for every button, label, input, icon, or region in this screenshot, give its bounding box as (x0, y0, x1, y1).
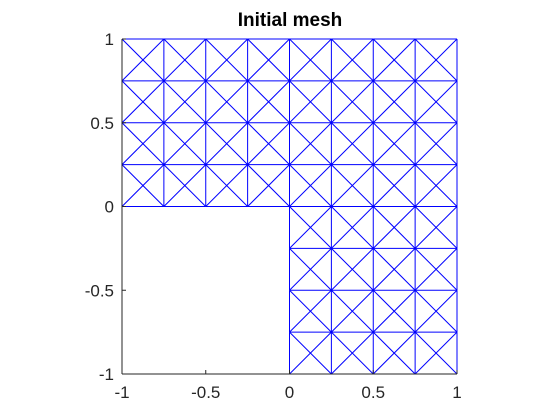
mesh-diagonal (372, 38, 416, 82)
mesh-diagonal (289, 122, 332, 165)
mesh-diagonal (163, 122, 207, 165)
y-tick-label: 0.5 (90, 114, 114, 133)
mesh-diagonal (331, 331, 374, 375)
mesh-diagonal (163, 80, 207, 124)
mesh (121, 38, 458, 375)
mesh-diagonal (289, 164, 332, 207)
mesh-diagonal (414, 248, 458, 291)
mesh-diagonal (331, 206, 374, 249)
y-tick-label: 0 (105, 198, 114, 217)
x-tick-label: -1 (114, 383, 129, 402)
mesh-diagonal (414, 38, 458, 82)
mesh-diagonal (247, 122, 290, 165)
x-tick-label: 1 (452, 383, 461, 402)
mesh-diagonal (331, 164, 374, 207)
mesh-diagonal (414, 331, 458, 375)
mesh-diagonal (121, 80, 165, 124)
mesh-diagonal (289, 331, 332, 375)
y-tick-label: -0.5 (85, 281, 114, 300)
mesh-diagonal (289, 206, 332, 249)
mesh-diagonal (414, 206, 458, 249)
y-tick-label: 1 (105, 30, 114, 49)
x-tick-label: 0.5 (361, 383, 385, 402)
mesh-diagonal (205, 80, 248, 124)
mesh-diagonal (289, 289, 332, 333)
mesh-diagonal (121, 164, 165, 207)
axes: -1 -0.5 0 0.5 1 -1 -0.5 0 0.5 1 (85, 30, 462, 402)
mesh-diagonal (372, 248, 416, 291)
mesh-diagonal (372, 289, 416, 333)
mesh-diagonal (205, 164, 248, 207)
y-tick-label: -1 (99, 365, 114, 384)
mesh-diagonal (289, 38, 332, 82)
mesh-diagonal (372, 80, 416, 124)
mesh-diagonal (247, 164, 290, 207)
x-tick-label: 0 (285, 383, 294, 402)
mesh-diagonal (205, 38, 248, 82)
mesh-diagonal (289, 248, 332, 291)
chart-title: Initial mesh (238, 10, 343, 31)
mesh-diagonal (331, 38, 374, 82)
mesh-diagonal (163, 38, 207, 82)
mesh-diagonal (414, 289, 458, 333)
mesh-diagonal (331, 122, 374, 165)
mesh-diagonal (331, 289, 374, 333)
mesh-diagonal (163, 164, 207, 207)
mesh-diagonal (414, 122, 458, 165)
x-tick-label: -0.5 (191, 383, 220, 402)
mesh-diagonal (414, 80, 458, 124)
mesh-diagonal (372, 164, 416, 207)
mesh-diagonal (247, 38, 290, 82)
mesh-diagonal (331, 248, 374, 291)
mesh-diagonal (289, 80, 332, 124)
mesh-diagonal (247, 80, 290, 124)
mesh-diagonal (121, 122, 165, 165)
mesh-diagonal (331, 80, 374, 124)
mesh-diagonal (372, 122, 416, 165)
mesh-diagonal (205, 122, 248, 165)
mesh-diagonal (372, 206, 416, 249)
mesh-diagonal (121, 38, 165, 82)
mesh-diagonal (414, 164, 458, 207)
mesh-diagonal (372, 331, 416, 375)
